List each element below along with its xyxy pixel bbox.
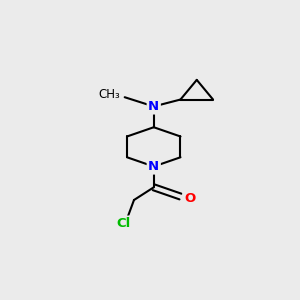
Text: CH₃: CH₃ — [98, 88, 120, 101]
Text: N: N — [148, 100, 159, 113]
Text: O: O — [184, 192, 195, 205]
Text: N: N — [148, 160, 159, 173]
Text: Cl: Cl — [116, 217, 130, 230]
